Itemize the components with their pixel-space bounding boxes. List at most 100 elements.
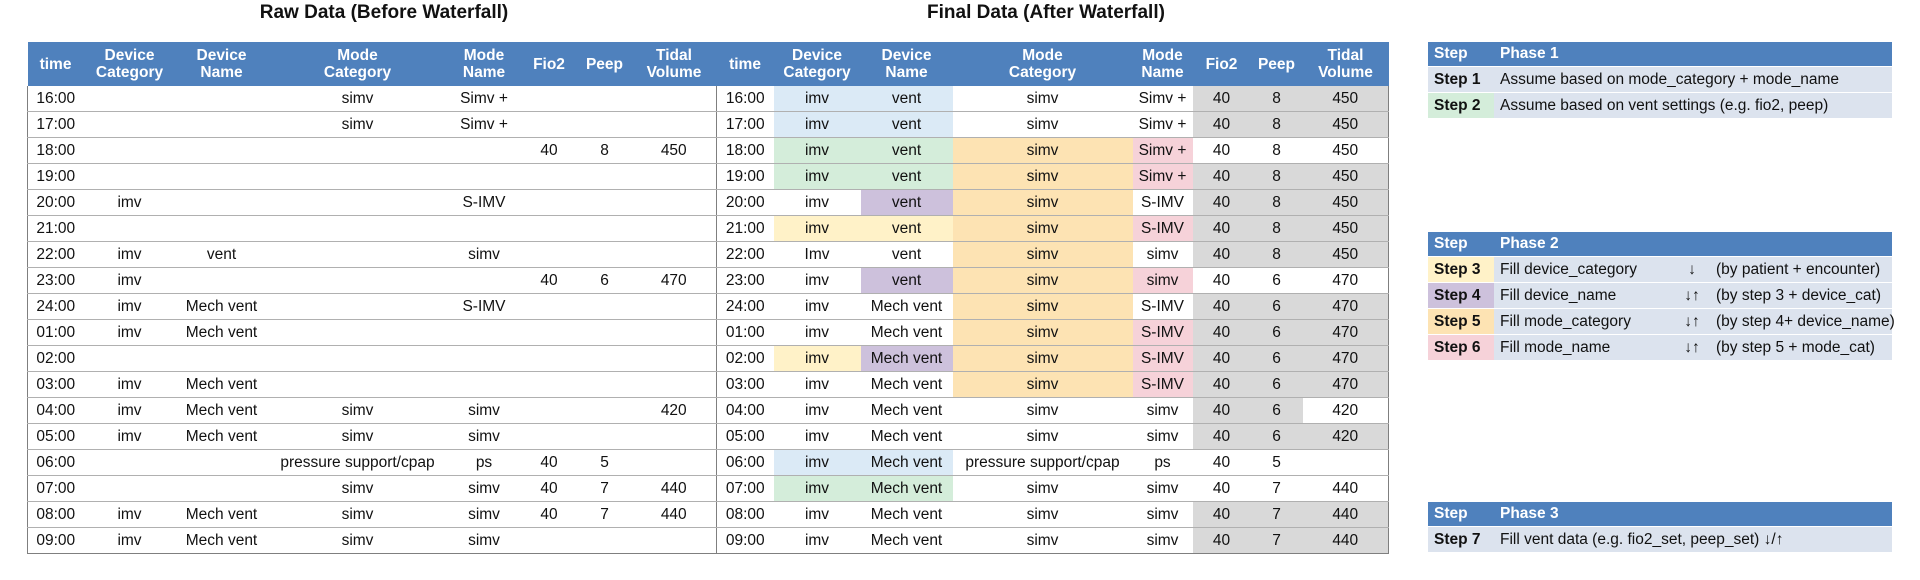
table-row: 19:00: [27, 163, 717, 190]
raw-cell: [267, 293, 448, 320]
final-cell: 8: [1250, 111, 1303, 138]
step-label: Step 3: [1428, 256, 1494, 283]
phase-step-row: Step 1 Assume based on mode_category + mo…: [1428, 66, 1892, 93]
raw-cell: 5: [577, 449, 632, 476]
final-cell: 18:00: [716, 137, 774, 164]
final-cell: simv: [952, 137, 1133, 164]
raw-cell: [631, 215, 717, 242]
final-cell: Mech vent: [860, 319, 953, 346]
table-row: 20:00 imv vent simv S-IMV 40 8 450: [716, 189, 1389, 216]
raw-cell: [83, 215, 176, 242]
raw-cell: imv: [83, 371, 176, 398]
raw-cell: [83, 345, 176, 372]
table-row: 23:00 imv vent simv simv 40 6 470: [716, 267, 1389, 294]
table-row: 09:00 imv Mech vent simv simv 40 7 440: [716, 527, 1389, 554]
raw-cell: [520, 527, 578, 554]
raw-cell: [631, 241, 717, 268]
final-cell: simv: [952, 189, 1133, 216]
final-cell: simv: [952, 241, 1133, 268]
final-header-0: time: [716, 42, 774, 86]
raw-header-0: time: [27, 42, 84, 86]
raw-cell: [631, 111, 717, 138]
raw-cell: 450: [631, 137, 717, 164]
table-row: 07:00 simv simv 40 7 440: [27, 475, 717, 502]
final-data-table: time Device Category Device Name Mode Category…: [716, 42, 1389, 554]
raw-cell: 7: [577, 501, 632, 528]
final-cell: 6: [1250, 423, 1303, 450]
final-cell: 05:00: [716, 423, 774, 450]
raw-cell: [447, 137, 521, 164]
raw-header-5: Fio2: [520, 42, 578, 86]
raw-cell: 17:00: [27, 111, 84, 138]
final-cell: imv: [773, 397, 861, 424]
raw-cell: imv: [83, 267, 176, 294]
final-cell: 09:00: [716, 527, 774, 554]
raw-cell: [83, 137, 176, 164]
table-row: 23:00 imv 40 6 470: [27, 267, 717, 294]
final-cell: Mech vent: [860, 527, 953, 554]
raw-cell: [447, 319, 521, 346]
raw-cell: Mech vent: [175, 423, 268, 450]
final-cell: 450: [1302, 163, 1389, 190]
final-cell: 450: [1302, 215, 1389, 242]
table-row: 22:00 imv vent simv: [27, 241, 717, 268]
final-cell: imv: [773, 189, 861, 216]
final-cell: 40: [1192, 345, 1251, 372]
raw-header-1: Device Category: [83, 42, 176, 86]
phase-step-row: Step 3 Fill device_category ↓ (by patient +…: [1428, 256, 1892, 283]
final-cell: imv: [773, 449, 861, 476]
raw-cell: [267, 345, 448, 372]
raw-cell: imv: [83, 501, 176, 528]
raw-cell: [577, 371, 632, 398]
final-cell: ps: [1132, 449, 1193, 476]
final-cell: 22:00: [716, 241, 774, 268]
final-cell: Mech vent: [860, 475, 953, 502]
final-cell: imv: [773, 86, 861, 112]
step-description: Fill mode_name ↓↑ (by step 5 + mode_cat): [1494, 334, 1892, 360]
raw-cell: 09:00: [27, 527, 84, 554]
final-cell: simv: [1132, 397, 1193, 424]
raw-cell: simv: [267, 527, 448, 554]
raw-cell: [520, 241, 578, 268]
step-description: Assume based on vent settings (e.g. fio2…: [1494, 92, 1892, 118]
final-header-7: Tidal Volume: [1302, 42, 1389, 86]
raw-cell: 03:00: [27, 371, 84, 398]
final-header-4: Mode Name: [1132, 42, 1193, 86]
final-cell: vent: [860, 267, 953, 294]
raw-cell: simv: [447, 501, 521, 528]
raw-cell: S-IMV: [447, 189, 521, 216]
final-cell: simv: [952, 163, 1133, 190]
raw-cell: [631, 423, 717, 450]
final-cell: 01:00: [716, 319, 774, 346]
final-cell: 8: [1250, 215, 1303, 242]
raw-cell: 19:00: [27, 163, 84, 190]
final-cell: S-IMV: [1132, 371, 1193, 398]
raw-data-table: time Device Category Device Name Mode Category…: [27, 42, 717, 554]
final-cell: imv: [773, 163, 861, 190]
phase-table-1: Step Phase 1 Step 1 Assume based on mode_ca…: [1428, 42, 1892, 118]
raw-cell: [267, 215, 448, 242]
final-cell: 40: [1192, 111, 1251, 138]
step-label: Step 7: [1428, 526, 1494, 552]
final-cell: 40: [1192, 397, 1251, 424]
final-cell: 6: [1250, 345, 1303, 372]
raw-cell: [267, 137, 448, 164]
final-cell: 470: [1302, 319, 1389, 346]
raw-cell: [520, 163, 578, 190]
final-cell: Simv +: [1132, 137, 1193, 164]
phase-title: Phase 2: [1494, 232, 1892, 257]
final-cell: simv: [952, 501, 1133, 528]
final-cell: simv: [952, 527, 1133, 554]
final-cell: 450: [1302, 111, 1389, 138]
final-cell: 40: [1192, 267, 1251, 294]
raw-cell: [520, 293, 578, 320]
raw-cell: simv: [447, 397, 521, 424]
final-cell: 40: [1192, 371, 1251, 398]
phase-step-row: Step 6 Fill mode_name ↓↑ (by step 5 + mode_…: [1428, 334, 1892, 360]
final-cell: simv: [952, 267, 1133, 294]
phase-step-row: Step 5 Fill mode_category ↓↑ (by step 4+ de…: [1428, 308, 1895, 335]
raw-cell: [83, 449, 176, 476]
final-cell: simv: [952, 215, 1133, 242]
phase-step-header: Step: [1428, 42, 1494, 67]
raw-cell: imv: [83, 293, 176, 320]
